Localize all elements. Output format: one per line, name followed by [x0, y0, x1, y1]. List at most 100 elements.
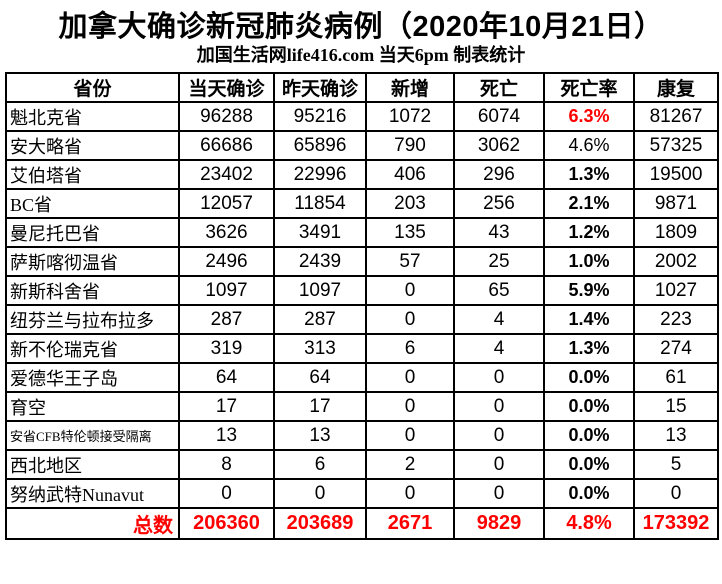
cell-death-rate: 5.9% — [543, 275, 635, 306]
cell-province: 魁北克省 — [5, 101, 180, 132]
cell-deaths: 3062 — [453, 130, 545, 161]
cell-yesterday-confirmed: 17 — [273, 391, 367, 422]
cell-new-cases: 0 — [365, 275, 455, 306]
cell-today-confirmed: 319 — [178, 333, 275, 364]
cell-new-cases: 406 — [365, 159, 455, 190]
cell-yesterday-confirmed: 11854 — [273, 188, 367, 219]
cell-yesterday-confirmed: 1097 — [273, 275, 367, 306]
cell-deaths: 296 — [453, 159, 545, 190]
column-header-province: 省份 — [5, 72, 180, 103]
page-title: 加拿大确诊新冠肺炎病例（2020年10月21日） — [58, 11, 664, 43]
table-row: 育空 17 17 0 0 0.0% 15 — [5, 391, 719, 422]
cell-recovered: 274 — [633, 333, 719, 364]
page-subtitle: 加国生活网life416.com 当天6pm 制表统计 — [196, 45, 526, 65]
cell-yesterday-confirmed: 95216 — [273, 101, 367, 132]
cell-new-cases: 2 — [365, 449, 455, 480]
table-row: 魁北克省 96288 95216 1072 6074 6.3% 81267 — [5, 101, 719, 132]
cell-province: 爱德华王子岛 — [5, 362, 180, 393]
cell-deaths: 0 — [453, 391, 545, 422]
table-row: 曼尼托巴省 3626 3491 135 43 1.2% 1809 — [5, 217, 719, 248]
cell-new-cases: 6 — [365, 333, 455, 364]
cell-total-label: 总数 — [5, 507, 180, 540]
column-header-deaths: 死亡 — [453, 72, 545, 103]
cell-today-confirmed: 287 — [178, 304, 275, 335]
cell-today-confirmed: 3626 — [178, 217, 275, 248]
cell-deaths: 256 — [453, 188, 545, 219]
cell-death-rate: 1.0% — [543, 246, 635, 277]
cell-total-death-rate: 4.8% — [543, 507, 635, 540]
cell-yesterday-confirmed: 313 — [273, 333, 367, 364]
cell-yesterday-confirmed: 64 — [273, 362, 367, 393]
cell-yesterday-confirmed: 13 — [273, 420, 367, 451]
cell-deaths: 0 — [453, 362, 545, 393]
cell-deaths: 6074 — [453, 101, 545, 132]
column-header-today-confirmed: 当天确诊 — [178, 72, 275, 103]
cell-recovered: 57325 — [633, 130, 719, 161]
cell-province: 西北地区 — [5, 449, 180, 480]
cell-today-confirmed: 0 — [178, 478, 275, 509]
column-header-death-rate: 死亡率 — [543, 72, 635, 103]
table-row: 新斯科舍省 1097 1097 0 65 5.9% 1027 — [5, 275, 719, 306]
cell-recovered: 0 — [633, 478, 719, 509]
cell-deaths: 0 — [453, 449, 545, 480]
cell-recovered: 81267 — [633, 101, 719, 132]
cell-death-rate: 1.4% — [543, 304, 635, 335]
cell-recovered: 61 — [633, 362, 719, 393]
cell-total-yesterday-confirmed: 203689 — [273, 507, 367, 540]
cell-new-cases: 0 — [365, 420, 455, 451]
cell-death-rate: 1.2% — [543, 217, 635, 248]
cell-yesterday-confirmed: 6 — [273, 449, 367, 480]
cell-total-deaths: 9829 — [453, 507, 545, 540]
cell-yesterday-confirmed: 3491 — [273, 217, 367, 248]
column-header-new-cases: 新增 — [365, 72, 455, 103]
cell-total-new-cases: 2671 — [365, 507, 455, 540]
cell-new-cases: 57 — [365, 246, 455, 277]
column-header-yesterday-confirmed: 昨天确诊 — [273, 72, 367, 103]
cell-province: 安大略省 — [5, 130, 180, 161]
cell-yesterday-confirmed: 22996 — [273, 159, 367, 190]
cell-death-rate: 2.1% — [543, 188, 635, 219]
cell-recovered: 223 — [633, 304, 719, 335]
cell-province: 新不伦瑞克省 — [5, 333, 180, 364]
covid-stats-table: 省份 当天确诊 昨天确诊 新增 死亡 死亡率 康复 魁北克省 96288 952… — [5, 72, 719, 540]
cell-province: 安省CFB特伦顿接受隔离 — [5, 420, 180, 451]
cell-today-confirmed: 13 — [178, 420, 275, 451]
cell-new-cases: 790 — [365, 130, 455, 161]
cell-deaths: 0 — [453, 420, 545, 451]
cell-yesterday-confirmed: 0 — [273, 478, 367, 509]
cell-new-cases: 135 — [365, 217, 455, 248]
cell-province: 育空 — [5, 391, 180, 422]
cell-today-confirmed: 17 — [178, 391, 275, 422]
cell-province: 曼尼托巴省 — [5, 217, 180, 248]
table-row: 西北地区 8 6 2 0 0.0% 5 — [5, 449, 719, 480]
cell-deaths: 65 — [453, 275, 545, 306]
table-row: BC省 12057 11854 203 256 2.1% 9871 — [5, 188, 719, 219]
table-row: 爱德华王子岛 64 64 0 0 0.0% 61 — [5, 362, 719, 393]
cell-today-confirmed: 12057 — [178, 188, 275, 219]
cell-recovered: 1027 — [633, 275, 719, 306]
cell-deaths: 43 — [453, 217, 545, 248]
table-row: 安省CFB特伦顿接受隔离 13 13 0 0 0.0% 13 — [5, 420, 719, 451]
cell-province: 纽芬兰与拉布拉多 — [5, 304, 180, 335]
cell-deaths: 4 — [453, 333, 545, 364]
cell-recovered: 9871 — [633, 188, 719, 219]
cell-recovered: 2002 — [633, 246, 719, 277]
cell-province: 艾伯塔省 — [5, 159, 180, 190]
table-row: 纽芬兰与拉布拉多 287 287 0 4 1.4% 223 — [5, 304, 719, 335]
cell-death-rate: 0.0% — [543, 391, 635, 422]
cell-recovered: 19500 — [633, 159, 719, 190]
cell-yesterday-confirmed: 2439 — [273, 246, 367, 277]
cell-new-cases: 1072 — [365, 101, 455, 132]
table-row: 萨斯喀彻温省 2496 2439 57 25 1.0% 2002 — [5, 246, 719, 277]
cell-today-confirmed: 96288 — [178, 101, 275, 132]
cell-new-cases: 203 — [365, 188, 455, 219]
cell-province: 新斯科舍省 — [5, 275, 180, 306]
column-header-recovered: 康复 — [633, 72, 719, 103]
cell-today-confirmed: 64 — [178, 362, 275, 393]
total-row: 总数 206360 203689 2671 9829 4.8% 173392 — [5, 507, 719, 540]
cell-total-recovered: 173392 — [633, 507, 719, 540]
cell-death-rate: 1.3% — [543, 333, 635, 364]
cell-death-rate: 0.0% — [543, 449, 635, 480]
cell-death-rate: 1.3% — [543, 159, 635, 190]
cell-today-confirmed: 23402 — [178, 159, 275, 190]
